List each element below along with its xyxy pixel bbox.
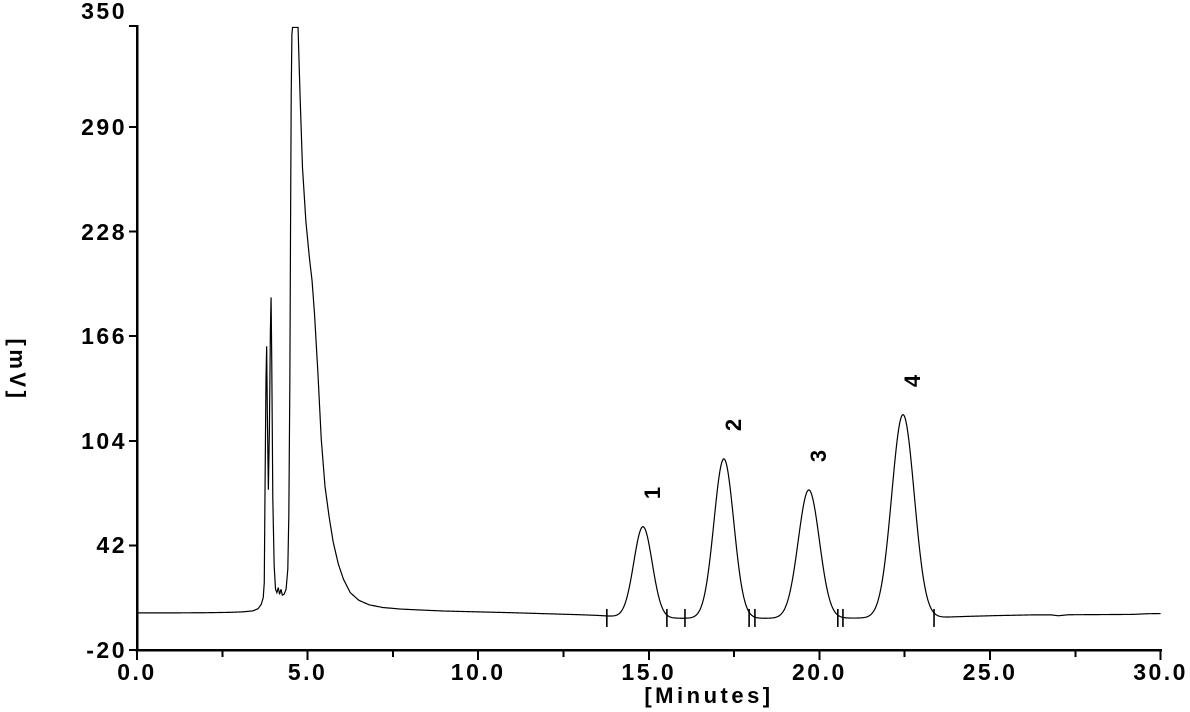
x-tick-label: 15.0 [621,659,677,685]
x-tick-label: 5.0 [287,659,328,685]
x-tick-label: 20.0 [792,659,847,685]
x-tick-label: 10.0 [450,659,506,685]
x-tick-label: 30.0 [1133,659,1188,685]
peak-label-4: 4 [899,374,925,387]
peak-label-2: 2 [720,418,746,431]
y-axis-title: [mV] [5,338,30,402]
y-tick-label: 42 [96,532,127,559]
y-tick-label: 228 [81,218,127,245]
y-tick-label: 350 [81,0,127,24]
y-tick-label: 290 [81,113,127,140]
x-tick-label: 25.0 [962,659,1018,685]
signal-trace [137,26,1161,619]
peak-label-3: 3 [805,449,831,462]
peak-label-1: 1 [639,486,665,499]
y-tick-label: -20 [86,637,127,663]
x-axis-title: [Minutes] [644,683,774,708]
y-tick-label: 104 [81,427,127,454]
y-tick-label: 166 [81,323,127,350]
x-tick-label: 0.0 [117,659,157,685]
